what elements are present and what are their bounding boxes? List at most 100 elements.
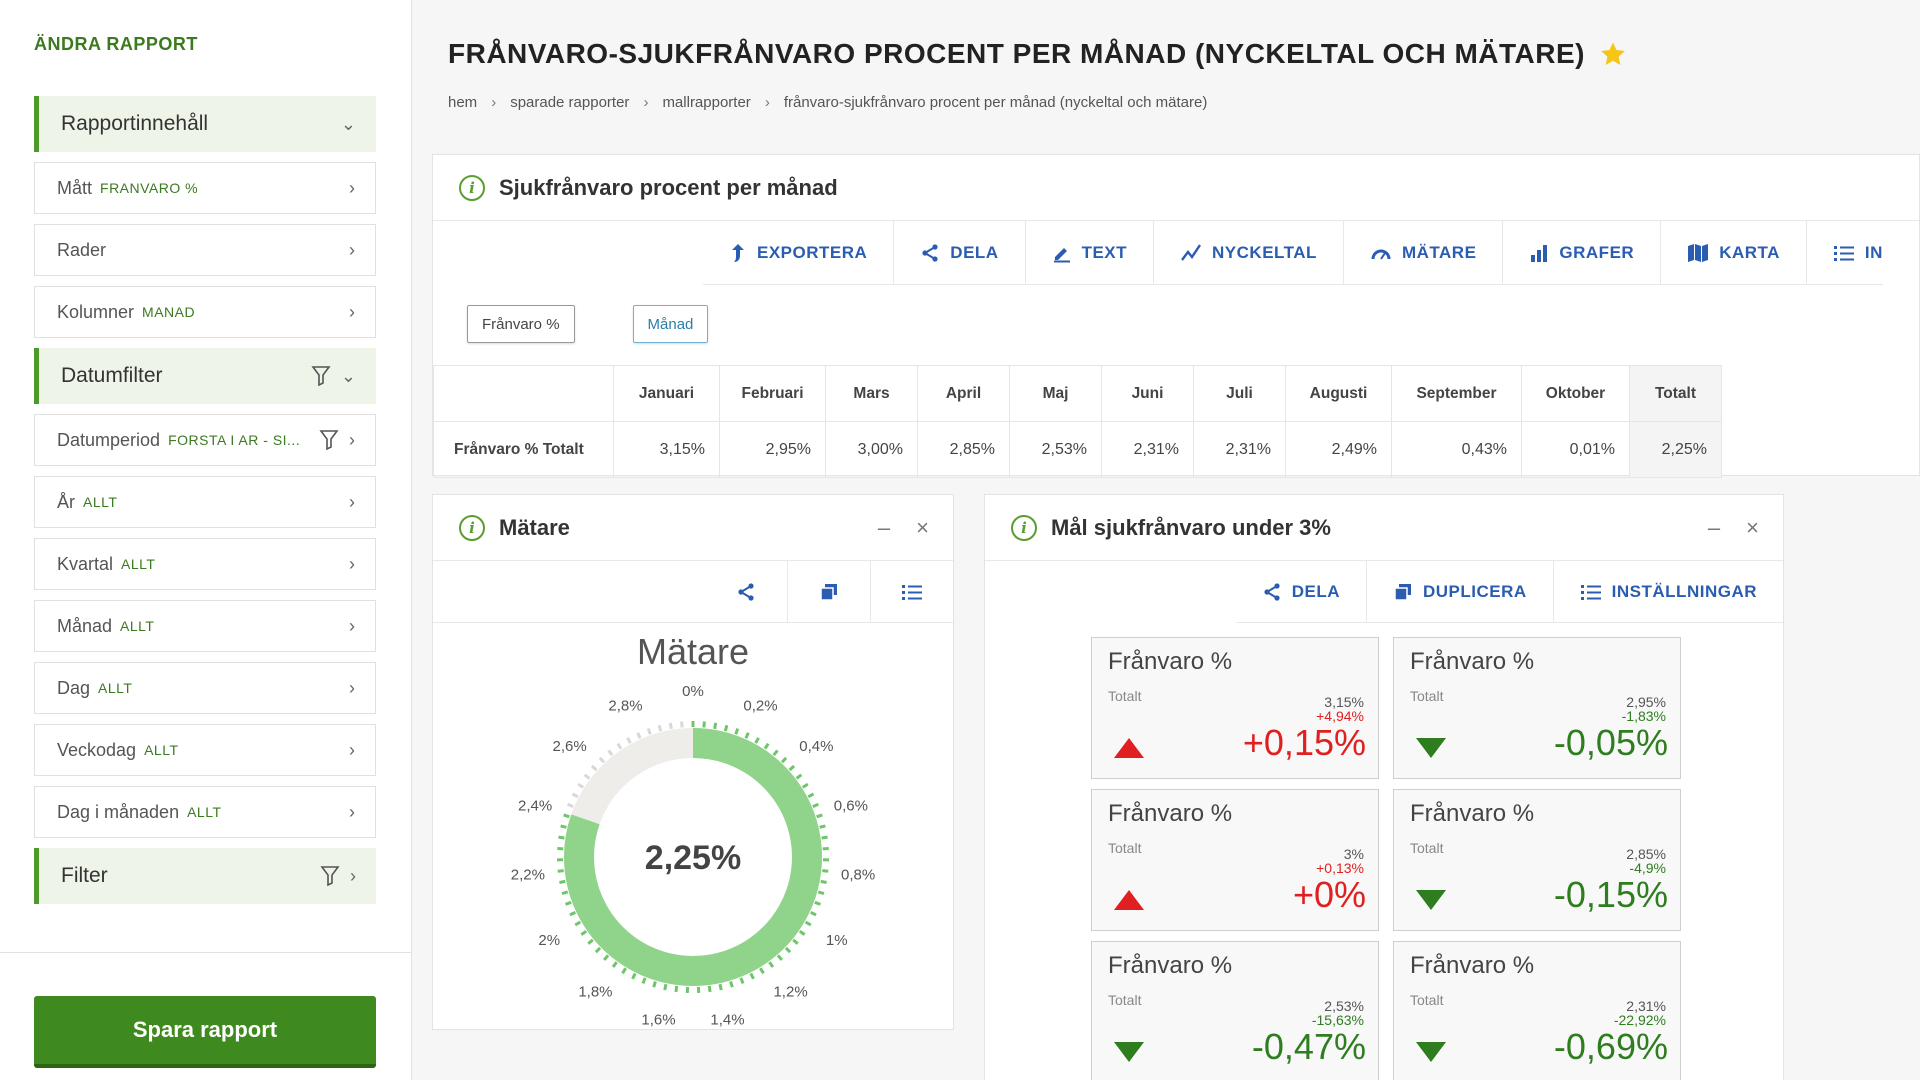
table-header: September bbox=[1391, 365, 1522, 422]
duplicate-button[interactable]: DUPLICERA bbox=[1366, 561, 1553, 622]
sidebar-item-label: Dag bbox=[57, 677, 91, 698]
save-report-button[interactable]: Spara rapport bbox=[34, 996, 376, 1068]
gauge-title: Mätare bbox=[636, 631, 750, 672]
card-header: i Sjukfrånvaro procent per månad bbox=[433, 155, 1919, 221]
minimize-icon[interactable]: – bbox=[1707, 514, 1721, 540]
gauge-tick bbox=[652, 981, 657, 988]
table-cell: 0,01% bbox=[1521, 421, 1630, 478]
gauge-ticks bbox=[556, 721, 830, 993]
sidebar-item-kvartal[interactable]: Kvartal ALLT › bbox=[34, 538, 376, 590]
window-controls: – × bbox=[878, 515, 929, 541]
minimize-icon[interactable]: – bbox=[877, 514, 891, 540]
chip-measure[interactable]: Frånvaro % bbox=[467, 305, 575, 343]
duplicate-button[interactable] bbox=[787, 561, 870, 622]
settings-button[interactable]: INSTÄLLNINGAR bbox=[1552, 561, 1783, 622]
trend-up-icon bbox=[1114, 890, 1144, 910]
settings-button[interactable] bbox=[870, 561, 953, 622]
gauge-tick bbox=[567, 802, 574, 809]
sidebar-item-label: År bbox=[57, 491, 75, 512]
sidebar-item-rader[interactable]: Rader › bbox=[34, 224, 376, 276]
share-button[interactable] bbox=[704, 561, 787, 622]
chevron-right-icon: › bbox=[349, 739, 355, 760]
charts-button[interactable]: GRAFER bbox=[1503, 221, 1662, 284]
sidebar-menu: Rapportinnehåll ⌄ Mått FRANVARO % › Rade… bbox=[34, 96, 376, 914]
breadcrumb-link-hem[interactable]: hem bbox=[448, 94, 478, 111]
sidebar-item-dag[interactable]: Dag ALLT › bbox=[34, 662, 376, 714]
table-header: Totalt bbox=[1629, 365, 1722, 422]
row-label: Frånvaro % Totalt bbox=[433, 421, 614, 478]
trend-line-icon bbox=[1181, 243, 1202, 261]
sidebar-item-dag-i-manaden[interactable]: Dag i månaden ALLT › bbox=[34, 786, 376, 838]
table-cell: 2,53% bbox=[1009, 421, 1102, 478]
map-button[interactable]: KARTA bbox=[1661, 221, 1807, 284]
text-label: TEXT bbox=[1081, 242, 1128, 262]
gauge-tick bbox=[607, 749, 614, 757]
star-icon[interactable] bbox=[1599, 40, 1627, 68]
gauge-tick bbox=[809, 910, 817, 917]
kpi-button[interactable]: NYCKELTAL bbox=[1154, 221, 1344, 284]
gauge-tick bbox=[590, 764, 598, 772]
card-title: Sjukfrånvaro procent per månad bbox=[499, 174, 838, 200]
sidebar-item-veckodag[interactable]: Veckodag ALLT › bbox=[34, 724, 376, 776]
table-header: Januari bbox=[613, 365, 720, 422]
kpi-tile: Frånvaro % Totalt 2,31% -22,92% -0,69% bbox=[1393, 941, 1681, 1080]
chevron-down-icon: ⌄ bbox=[340, 113, 356, 134]
text-button[interactable]: TEXT bbox=[1026, 221, 1155, 284]
table-cell: 3,15% bbox=[613, 421, 720, 478]
filter-icon[interactable] bbox=[319, 429, 339, 451]
close-icon[interactable]: × bbox=[916, 514, 929, 540]
info-icon[interactable]: i bbox=[459, 174, 485, 201]
breadcrumb-link-mall[interactable]: mallrapporter bbox=[662, 94, 751, 111]
breadcrumb-link-sparade[interactable]: sparade rapporter bbox=[510, 94, 630, 111]
gauge-tick bbox=[580, 929, 588, 936]
sidebar-item-rapportinnehall[interactable]: Rapportinnehåll ⌄ bbox=[34, 96, 376, 152]
kpi-delta: -0,15% bbox=[1553, 874, 1668, 915]
sidebar-item-label: Kolumner bbox=[57, 301, 135, 322]
gauge-toolbar bbox=[433, 561, 953, 623]
gauge-tick-label: 1,4% bbox=[710, 1011, 744, 1028]
gauge-tick bbox=[734, 728, 740, 735]
sidebar-item-ar[interactable]: År ALLT › bbox=[34, 476, 376, 528]
gauge-tick bbox=[763, 742, 770, 750]
gauge-tick bbox=[713, 722, 718, 730]
filter-icon[interactable] bbox=[311, 365, 331, 387]
table-cell: 2,85% bbox=[917, 421, 1010, 478]
export-icon bbox=[732, 243, 744, 262]
sidebar-item-value: ALLT bbox=[121, 556, 156, 572]
kpi-delta: +0,15% bbox=[1242, 722, 1366, 763]
sidebar-item-datumperiod[interactable]: Datumperiod FORSTA I AR - SI... › bbox=[34, 414, 376, 466]
report-toolbar: EXPORTERA DELA TEXT NYCKELTAL MÄTARE GRA… bbox=[703, 221, 1883, 285]
kpi-change: -15,63% bbox=[1311, 1012, 1364, 1028]
sidebar-item-label: Mått bbox=[57, 177, 93, 198]
sidebar-item-label: Kvartal bbox=[57, 553, 114, 574]
share-button[interactable]: DELA bbox=[1236, 561, 1366, 622]
export-label: EXPORTERA bbox=[757, 242, 868, 262]
info-icon[interactable]: i bbox=[459, 514, 485, 541]
share-button[interactable]: DELA bbox=[894, 221, 1026, 284]
settings-button[interactable]: IN bbox=[1807, 221, 1883, 284]
sidebar-item-manad[interactable]: Månad ALLT › bbox=[34, 600, 376, 652]
gauge-tick bbox=[569, 910, 577, 917]
kpi-subtitle: Totalt bbox=[1410, 840, 1444, 856]
info-icon[interactable]: i bbox=[1011, 514, 1037, 541]
share-icon bbox=[1264, 582, 1280, 601]
chip-column[interactable]: Månad bbox=[632, 305, 709, 343]
gauge-tick bbox=[563, 813, 570, 819]
sidebar-item-value: MANAD bbox=[142, 304, 196, 320]
gauge-tick-label: 1,2% bbox=[773, 983, 807, 1000]
filter-icon[interactable] bbox=[320, 865, 340, 887]
gauge-button[interactable]: MÄTARE bbox=[1344, 221, 1504, 284]
sidebar-item-filter[interactable]: Filter › bbox=[34, 848, 376, 904]
sidebar-item-datumfilter[interactable]: Datumfilter ⌄ bbox=[34, 348, 376, 404]
sidebar-item-label: Filter bbox=[61, 864, 108, 887]
gauge-tick bbox=[718, 983, 723, 991]
sidebar-item-value: ALLT bbox=[144, 742, 179, 758]
sidebar-item-matt[interactable]: Mått FRANVARO % › bbox=[34, 162, 376, 214]
kpi-tile: Frånvaro % Totalt 2,95% -1,83% -0,05% bbox=[1393, 637, 1681, 779]
gauge-tick-label: 2,6% bbox=[553, 738, 587, 755]
table-header: Juli bbox=[1193, 365, 1286, 422]
gauge-tick bbox=[707, 985, 712, 993]
close-icon[interactable]: × bbox=[1746, 514, 1759, 540]
sidebar-item-kolumner[interactable]: Kolumner MANAD › bbox=[34, 286, 376, 338]
export-button[interactable]: EXPORTERA bbox=[703, 221, 895, 284]
